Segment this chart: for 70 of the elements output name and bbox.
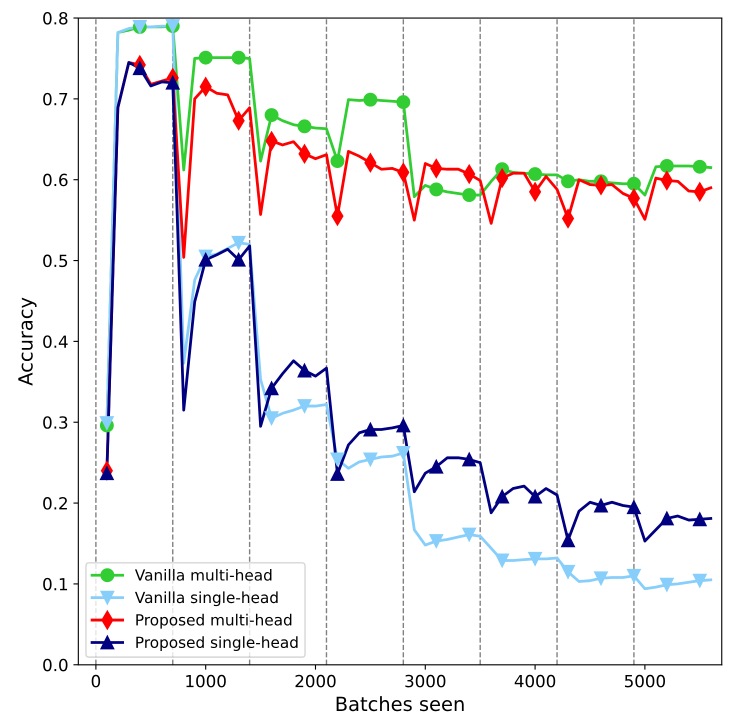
point — [462, 528, 476, 542]
point — [232, 50, 246, 65]
point — [363, 452, 378, 466]
y-tick-label: 0.7 — [43, 92, 68, 106]
point — [626, 568, 641, 583]
point — [561, 174, 575, 188]
point — [594, 498, 608, 512]
point — [232, 236, 246, 250]
point — [626, 176, 641, 191]
point — [166, 76, 180, 90]
point — [561, 533, 575, 548]
point — [100, 466, 114, 480]
point — [528, 490, 542, 504]
x-tick-label: 5000 — [624, 674, 665, 688]
legend-label: Vanilla multi-head — [134, 568, 272, 581]
legend-label: Proposed single-head — [136, 636, 298, 652]
point — [660, 159, 674, 173]
point — [528, 167, 542, 181]
point — [660, 578, 674, 592]
point — [330, 154, 344, 168]
point — [298, 364, 312, 378]
point — [462, 452, 476, 466]
point — [396, 446, 410, 460]
point — [561, 564, 575, 579]
point — [528, 552, 542, 566]
point — [626, 500, 641, 514]
x-tick-label: 1000 — [186, 674, 226, 688]
point — [396, 418, 410, 432]
point — [363, 92, 378, 107]
legend-label: Proposed multi-head — [136, 614, 292, 629]
point — [495, 490, 510, 504]
point — [692, 574, 707, 588]
point — [330, 452, 344, 466]
legend-label: Vanilla single-head — [134, 591, 278, 606]
point — [330, 467, 344, 481]
point — [264, 381, 279, 396]
point — [462, 188, 476, 202]
x-tick-label: 4000 — [514, 674, 556, 688]
point — [298, 119, 312, 134]
y-tick-label: 0.0 — [43, 658, 68, 672]
point — [198, 50, 213, 65]
point — [363, 422, 378, 436]
x-tick-label: 3000 — [405, 674, 446, 688]
x-tick-label: 2000 — [296, 674, 336, 688]
point — [232, 252, 246, 267]
point — [429, 534, 444, 548]
point — [692, 512, 707, 526]
y-tick-label: 0.5 — [43, 254, 68, 268]
point — [264, 108, 279, 122]
y-tick-label: 0.2 — [43, 497, 67, 510]
y-tick-label: 0.1 — [43, 578, 68, 590]
y-tick-label: 0.6 — [43, 174, 68, 186]
x-tick-label: 0 — [92, 674, 100, 688]
x-axis-title: Batches seen — [336, 696, 464, 712]
point — [495, 554, 510, 568]
point — [132, 61, 147, 76]
point — [594, 571, 608, 586]
y-axis-title: Accuracy — [18, 298, 37, 386]
y-tick-label: 0.3 — [43, 416, 68, 429]
point — [396, 95, 410, 110]
point — [660, 511, 674, 526]
point — [298, 399, 312, 414]
y-tick-label: 0.4 — [43, 335, 68, 348]
y-tick-label: 0.8 — [43, 12, 68, 25]
point — [429, 460, 444, 474]
point — [264, 411, 279, 426]
point — [100, 416, 114, 430]
point — [429, 182, 444, 196]
point — [198, 252, 213, 267]
point — [692, 160, 707, 174]
